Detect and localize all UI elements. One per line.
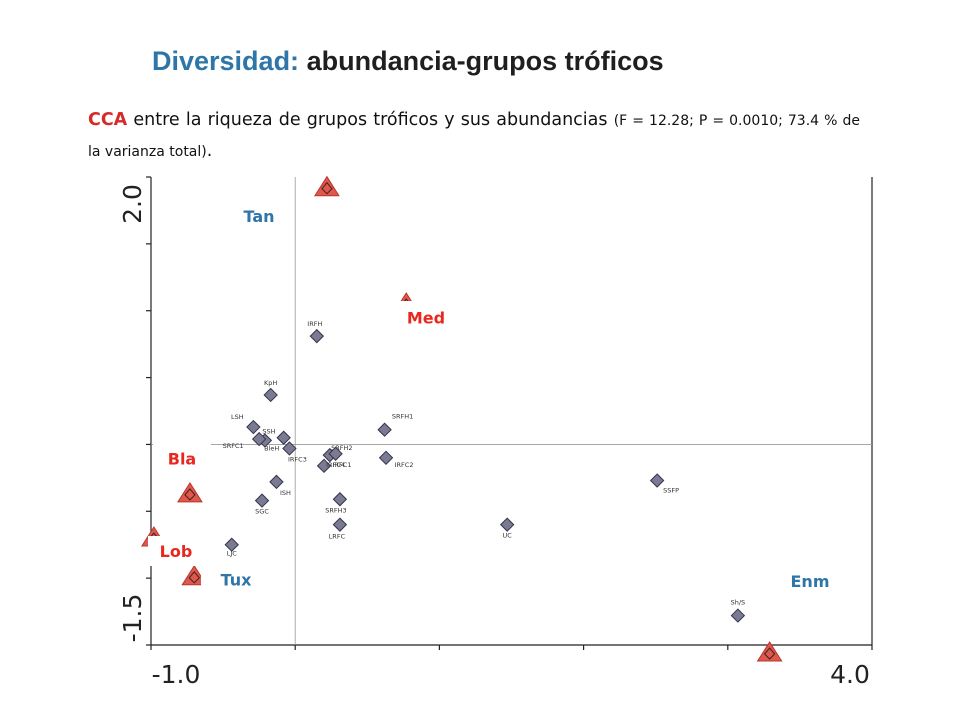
species-label: SGC — [255, 508, 269, 516]
sample-label-box — [148, 536, 204, 566]
x-tick-label-min: -1.0 — [152, 660, 201, 689]
species-diamond — [332, 517, 348, 532]
sample-label-enm: Enm — [791, 572, 830, 591]
species-diamond — [328, 446, 343, 461]
sample-inner-diamond — [763, 647, 776, 660]
species-diamond — [309, 328, 325, 344]
caption-text: entre la riqueza de grupos tróficos y su… — [133, 110, 608, 130]
slide-title: Diversidad: abundancia-grupos tróficos — [152, 46, 664, 77]
species-label: SSH — [262, 427, 275, 435]
species-label: SRFH1 — [392, 413, 413, 421]
species-label: SRFC1 — [223, 442, 244, 450]
species-diamond — [263, 387, 278, 403]
sample-label-box — [153, 442, 211, 475]
species-diamond — [251, 431, 267, 447]
point-labels: Tan Med Bla Lob Tux Enm — [148, 200, 850, 599]
sample-inner-diamond — [184, 488, 196, 501]
species-points: IRFH KpH LSH SSH SRFC1 BleH IRFC3 SRFH2 IRFC1 SRF… — [223, 320, 746, 623]
sample-label-bla: Bla — [168, 450, 196, 469]
species-diamond — [378, 450, 394, 466]
sample-label-lob: Lob — [160, 542, 193, 561]
slide-caption: CCA entre la riqueza de grupos tróficos … — [88, 105, 860, 167]
species-label: ISH — [280, 489, 291, 497]
tick-labels: -1.0 4.0 2.0 -1.5 — [118, 184, 870, 689]
sample-inner-diamond — [188, 571, 200, 584]
species-label: SRFH3 — [325, 506, 346, 514]
species-diamond — [269, 474, 284, 490]
species-label: Sh/S — [731, 599, 746, 607]
caption-cca: CCA — [88, 110, 128, 130]
sample-inner-diamond — [321, 181, 333, 195]
plot-frame — [150, 177, 873, 646]
sample-label-box — [770, 563, 850, 599]
x-tick-label-max: 4.0 — [830, 660, 870, 689]
species-label: IRFC1 — [333, 461, 352, 469]
sample-triangle — [177, 481, 203, 503]
y-tick-label-min: -1.5 — [118, 594, 147, 643]
species-diamond — [316, 458, 332, 474]
species-label: SRFH2 — [331, 444, 352, 452]
species-diamond — [377, 422, 392, 437]
species-diamond — [649, 473, 665, 488]
species-diamond — [246, 419, 261, 435]
species-label: IRFC3 — [288, 455, 307, 463]
sample-label-med: Med — [407, 309, 445, 328]
sample-label-box — [201, 563, 271, 596]
species-label: IRFH — [307, 320, 322, 328]
species-label: IRFC4 — [326, 461, 345, 469]
sample-triangle — [314, 175, 340, 197]
species-diamond — [282, 441, 297, 456]
caption-stats: (F = 12.28; P = 0.0010; 73.4 % de la var… — [88, 113, 860, 160]
species-diamond — [276, 430, 291, 445]
sample-label-box — [228, 200, 290, 232]
species-diamond — [224, 537, 239, 552]
species-diamond — [499, 517, 515, 532]
species-diamond — [730, 608, 746, 623]
sample-triangle — [181, 564, 208, 586]
species-label: LSH — [231, 413, 244, 421]
y-tick-label-max: 2.0 — [118, 184, 147, 224]
title-part-abundancia: abundancia-grupos tróficos — [306, 46, 664, 76]
species-diamond — [254, 493, 270, 508]
species-label: KpH — [264, 379, 277, 387]
species-label: LJC — [227, 550, 238, 558]
species-label: LRFC — [329, 533, 346, 541]
title-part-diversidad: Diversidad: — [152, 46, 300, 76]
axis-ticks — [146, 176, 873, 650]
sample-label-box — [381, 301, 471, 334]
sample-triangle — [756, 641, 783, 662]
species-diamond — [332, 492, 348, 507]
sample-label-tan: Tan — [243, 207, 274, 226]
species-label: BleH — [264, 445, 279, 453]
sample-label-tux: Tux — [221, 571, 253, 590]
origin-lines — [151, 177, 872, 645]
species-label: UC — [503, 532, 513, 540]
caption-end: . — [206, 141, 213, 161]
species-label: IRFC2 — [395, 461, 414, 469]
species-label: SSFP — [663, 487, 679, 495]
